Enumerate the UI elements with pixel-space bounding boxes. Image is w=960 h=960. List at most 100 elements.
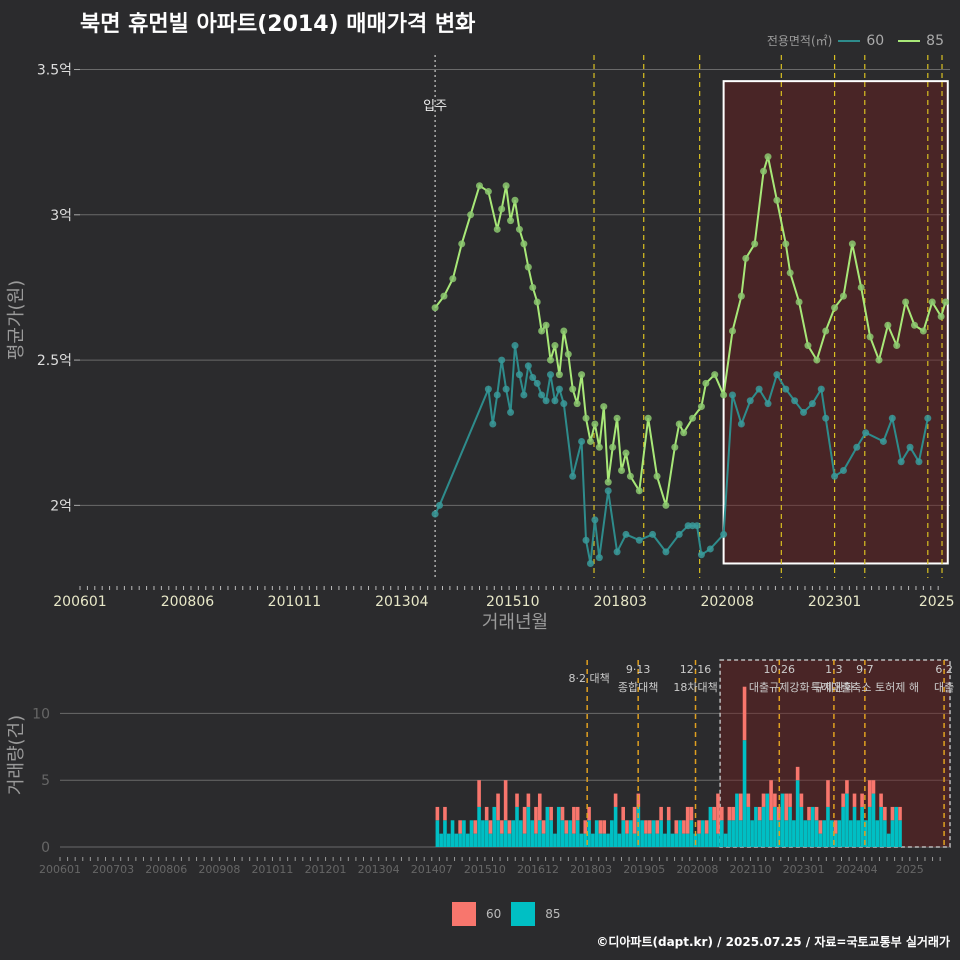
bar-60 [503,780,508,821]
bar-60 [826,780,830,807]
bar-60 [564,820,569,834]
volume-chart: 0 5 10 거래량(건) 8·2 대책 9·13 종합대책 12·16 18차대책 10·26 대… [6,659,954,876]
bar-85 [795,780,800,847]
bar-85 [750,820,754,847]
x-tick-label: 202301 [808,594,861,610]
bar-60 [704,820,709,834]
bar-60 [879,793,883,807]
bar-60 [833,820,838,834]
bar-85 [503,820,508,847]
data-point-60 [764,400,772,408]
move-in-label: 입주 [423,99,447,114]
data-point-60 [800,408,808,416]
bar-85 [719,820,724,847]
bar-60 [716,793,720,834]
bar-85 [481,820,485,847]
bar-85 [784,820,789,847]
x-tick-label: 202110 [729,863,771,876]
data-point-85 [555,371,563,379]
data-point-85 [520,240,528,248]
data-point-85 [884,321,892,329]
bar-85 [852,806,857,847]
data-point-60 [520,391,528,399]
bar-85 [754,806,758,847]
bar-60 [697,820,701,834]
bar-60 [761,793,766,807]
bar-85 [545,806,550,847]
y-tick-label: 0 [41,840,50,856]
bar-85 [879,806,883,847]
bar-85 [625,833,629,847]
bar-85 [606,833,610,847]
policy-name: 특례대출축소 토허제 해 [811,680,919,694]
data-point-60 [782,385,790,393]
data-point-60 [697,551,705,559]
data-point-85 [804,342,812,350]
x-tick-label: 2025 [919,594,955,610]
bar-85 [473,833,478,847]
bar-85 [511,820,516,847]
bar-85 [454,833,459,847]
bar-60 [644,820,648,834]
bar-85 [829,820,834,847]
data-point-60 [529,374,537,382]
bar-85 [446,833,451,847]
bar-85 [519,820,523,847]
data-point-60 [538,391,546,399]
bar-60 [534,806,538,834]
data-point-60 [547,371,555,379]
x-tick-label: 201803 [570,863,612,876]
data-point-60 [582,536,590,544]
x-tick-label: 202008 [700,594,753,610]
data-point-85 [839,292,847,300]
bar-85 [591,833,595,847]
data-point-60 [862,429,870,437]
data-point-85 [902,298,910,306]
data-point-85 [529,283,537,291]
bar-85 [644,833,648,847]
data-point-60 [879,437,887,445]
data-point-85 [813,356,821,364]
bar-85 [682,833,686,847]
bar-60 [738,793,743,821]
x-tick-label: 202301 [783,863,825,876]
data-point-85 [560,327,568,335]
bar-60 [632,806,637,834]
y-tick-label: 10 [32,706,50,722]
bar-85 [685,833,690,847]
bar-60 [537,793,542,821]
x-tick-label: 201510 [464,863,506,876]
bar-85 [826,806,830,847]
data-point-85 [533,298,541,306]
bar-85 [788,806,792,847]
bar-85 [875,820,880,847]
bar-85 [575,820,580,847]
bar-85 [579,833,584,847]
legend-bar-label-85: 85 [545,907,561,921]
bar-85 [651,820,656,847]
data-point-60 [595,554,603,562]
bar-85 [746,806,751,847]
bar-60 [473,820,478,834]
data-point-85 [573,400,581,408]
data-point-85 [786,269,794,277]
bar-85 [867,806,872,847]
data-point-85 [737,292,745,300]
bar-85 [765,793,770,847]
bar-60 [719,806,724,821]
bar-60 [602,820,607,834]
bar-60 [890,806,895,821]
volume-legend: 60 85 [452,902,561,926]
bar-85 [549,820,553,847]
bar-60 [496,793,500,821]
bar-60 [685,806,690,834]
bar-60 [674,820,679,834]
x-tick-label: 201304 [375,594,429,610]
bar-85 [773,806,777,847]
legend-box-85 [511,902,536,926]
data-point-60 [533,379,541,387]
data-point-85 [511,196,519,204]
bar-85 [435,820,440,847]
bar-60 [742,686,747,741]
data-point-85 [742,254,750,262]
